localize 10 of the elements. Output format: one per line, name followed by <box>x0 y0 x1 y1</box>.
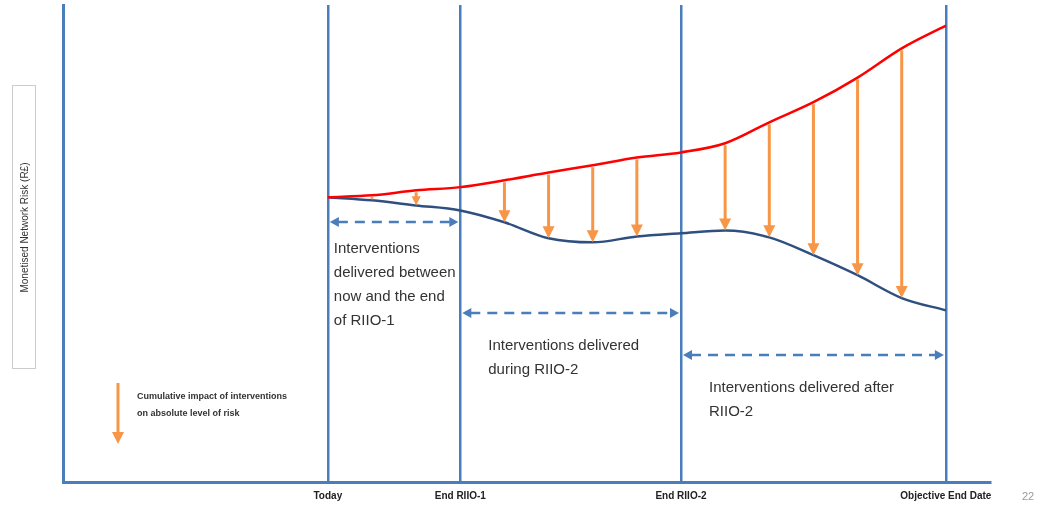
annotation: Interventions delivered during RIIO-2 <box>488 335 641 379</box>
y-axis-title: Monetised Network Risk (R£) <box>18 161 30 293</box>
annotation: Cumulative impact of interventions on absolute level of risk <box>137 390 289 420</box>
annotation: Interventions delivered after RIIO-2 <box>709 377 896 421</box>
annotation: Interventions delivered between now and the end of RIIO-1 <box>333 238 457 330</box>
text: 22 <box>1022 489 1035 504</box>
x-tick-label: Today <box>313 489 343 501</box>
x-tick-label: Objective End Date <box>900 489 992 501</box>
x-tick-label: End RIIO-2 <box>655 489 707 501</box>
x-tick-label: End RIIO-1 <box>434 489 487 501</box>
